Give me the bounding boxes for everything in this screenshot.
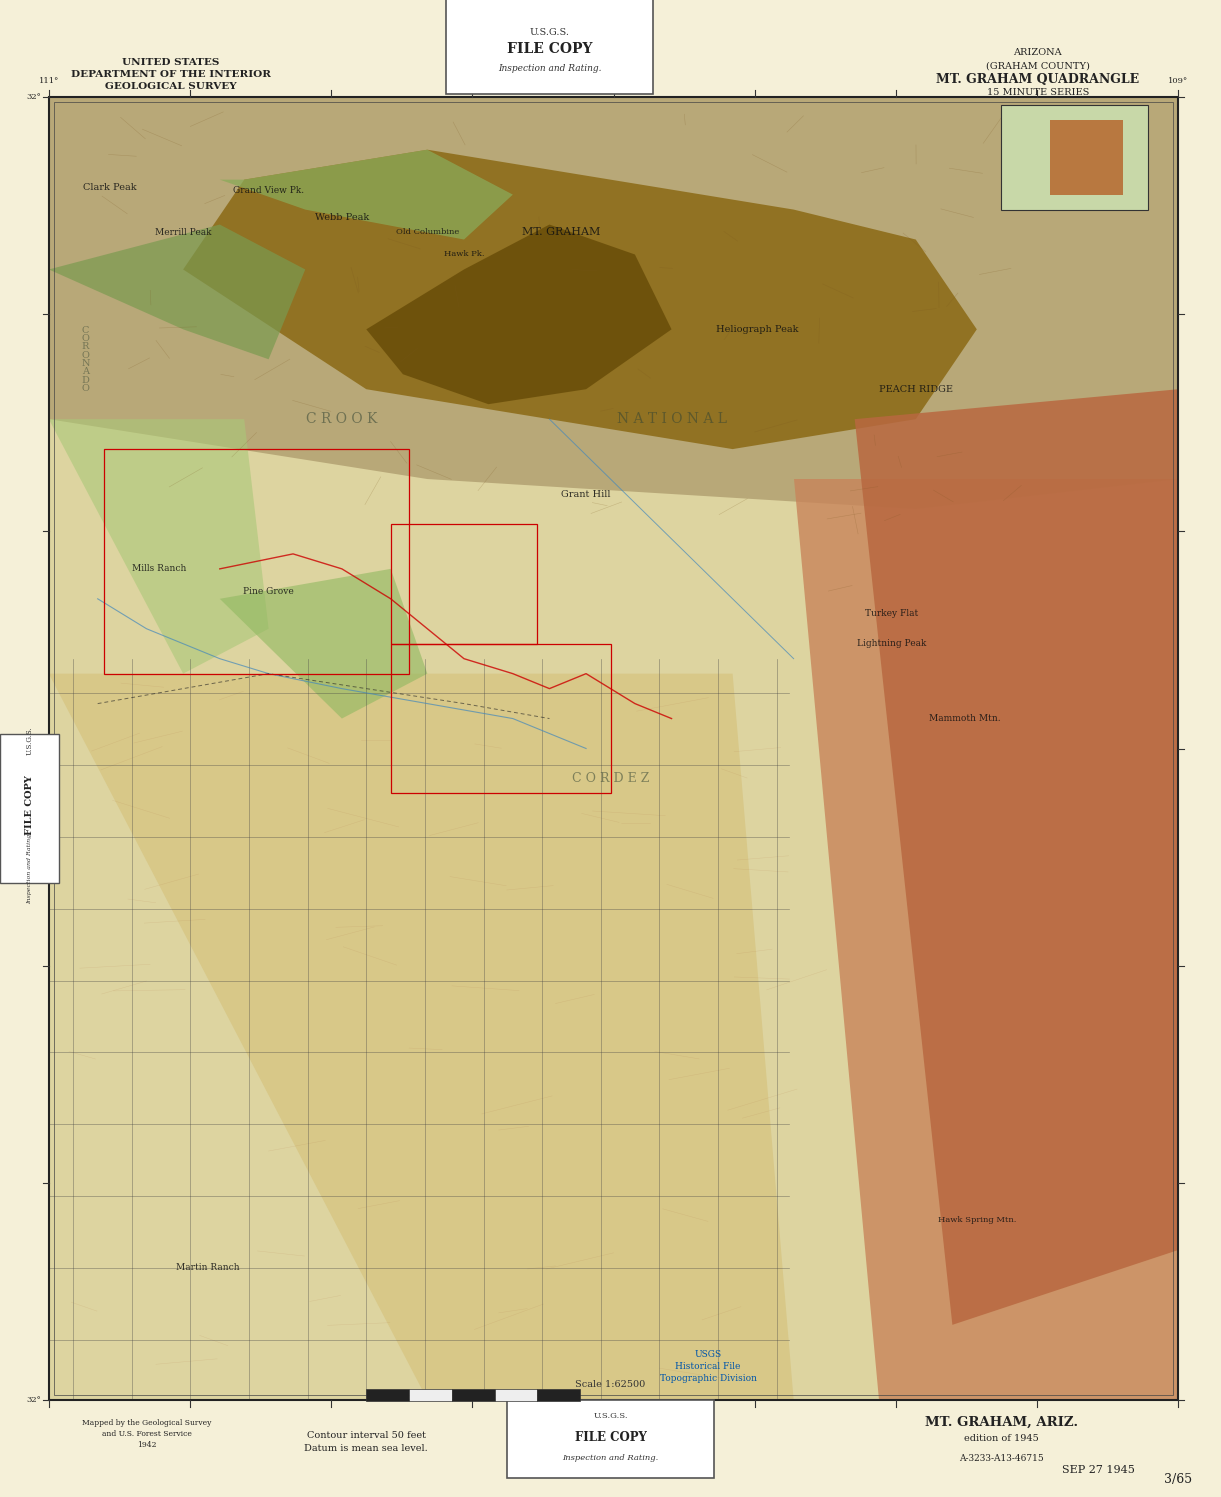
Text: MT. GRAHAM: MT. GRAHAM bbox=[523, 228, 601, 237]
Polygon shape bbox=[366, 225, 672, 404]
Bar bbox=[537, 1389, 580, 1401]
Text: Grand View Pk.: Grand View Pk. bbox=[233, 186, 304, 195]
Text: Lightning Peak: Lightning Peak bbox=[857, 639, 926, 648]
Text: U.S.G.S.: U.S.G.S. bbox=[26, 726, 33, 756]
Text: A-3233-A13-46715: A-3233-A13-46715 bbox=[958, 1454, 1044, 1463]
Text: GEOLOGICAL SURVEY: GEOLOGICAL SURVEY bbox=[105, 82, 237, 91]
Bar bbox=[49, 97, 1178, 1400]
Polygon shape bbox=[49, 674, 794, 1400]
Text: 111°: 111° bbox=[39, 78, 59, 85]
Bar bbox=[1050, 120, 1123, 195]
Text: Old Columbine: Old Columbine bbox=[396, 228, 459, 237]
Bar bbox=[104, 449, 409, 674]
Text: U.S.G.S.: U.S.G.S. bbox=[530, 28, 569, 37]
Polygon shape bbox=[49, 97, 1178, 509]
Text: Scale 1:62500: Scale 1:62500 bbox=[575, 1380, 646, 1389]
Bar bbox=[452, 1389, 495, 1401]
Text: Hawk Pk.: Hawk Pk. bbox=[443, 250, 485, 259]
Text: C R O O K: C R O O K bbox=[306, 412, 377, 427]
Text: Inspection and Rating.: Inspection and Rating. bbox=[27, 832, 32, 904]
Bar bbox=[495, 1389, 537, 1401]
Bar bbox=[1001, 105, 1148, 210]
Bar bbox=[391, 524, 537, 644]
Polygon shape bbox=[220, 569, 427, 719]
Text: FILE COPY: FILE COPY bbox=[507, 42, 592, 57]
Text: Heliograph Peak: Heliograph Peak bbox=[716, 325, 799, 334]
Text: Mammoth Mtn.: Mammoth Mtn. bbox=[929, 714, 1000, 723]
Text: Inspection and Rating.: Inspection and Rating. bbox=[563, 1454, 658, 1463]
Polygon shape bbox=[855, 389, 1178, 1325]
Bar bbox=[409, 1389, 452, 1401]
Text: Merrill Peak: Merrill Peak bbox=[155, 228, 211, 237]
Text: Grant Hill: Grant Hill bbox=[562, 490, 610, 499]
Text: Contour interval 50 feet
Datum is mean sea level.: Contour interval 50 feet Datum is mean s… bbox=[304, 1431, 429, 1452]
Text: edition of 1945: edition of 1945 bbox=[963, 1434, 1039, 1443]
Text: USGS
Historical File
Topographic Division: USGS Historical File Topographic Divisio… bbox=[659, 1350, 757, 1383]
Text: 3/65: 3/65 bbox=[1164, 1473, 1193, 1485]
Polygon shape bbox=[49, 225, 305, 359]
Text: C
O
R
O
N
A
D
O: C O R O N A D O bbox=[82, 326, 89, 392]
Polygon shape bbox=[183, 150, 977, 449]
Text: PEACH RIDGE: PEACH RIDGE bbox=[879, 385, 952, 394]
Text: MT. GRAHAM QUADRANGLE: MT. GRAHAM QUADRANGLE bbox=[937, 73, 1139, 85]
Text: Clark Peak: Clark Peak bbox=[83, 183, 137, 192]
Text: 32°: 32° bbox=[27, 93, 42, 102]
Text: ARIZONA: ARIZONA bbox=[1013, 48, 1062, 57]
Text: C O R D E Z: C O R D E Z bbox=[571, 772, 650, 784]
Text: Mapped by the Geological Survey
and U.S. Forest Service
1942: Mapped by the Geological Survey and U.S.… bbox=[82, 1419, 211, 1449]
Text: N A T I O N A L: N A T I O N A L bbox=[617, 412, 726, 427]
Bar bbox=[391, 644, 610, 793]
Bar bbox=[54, 102, 1173, 1395]
Text: Martin Ranch: Martin Ranch bbox=[176, 1263, 239, 1272]
Text: 32°: 32° bbox=[27, 1395, 42, 1404]
Bar bbox=[366, 1389, 409, 1401]
Text: U.S.G.S.: U.S.G.S. bbox=[593, 1412, 628, 1421]
Text: Pine Grove: Pine Grove bbox=[243, 587, 294, 596]
Text: 109°: 109° bbox=[1168, 78, 1188, 85]
Text: 15 MINUTE SERIES: 15 MINUTE SERIES bbox=[987, 88, 1089, 97]
Polygon shape bbox=[49, 419, 269, 674]
Text: Inspection and Rating.: Inspection and Rating. bbox=[498, 64, 601, 73]
Text: MT. GRAHAM, ARIZ.: MT. GRAHAM, ARIZ. bbox=[924, 1416, 1078, 1428]
Text: SEP 27 1945: SEP 27 1945 bbox=[1062, 1466, 1136, 1475]
Text: Hawk Spring Mtn.: Hawk Spring Mtn. bbox=[938, 1216, 1016, 1225]
Polygon shape bbox=[794, 479, 1178, 1400]
Text: DEPARTMENT OF THE INTERIOR: DEPARTMENT OF THE INTERIOR bbox=[71, 70, 271, 79]
Polygon shape bbox=[220, 150, 513, 240]
Text: FILE COPY: FILE COPY bbox=[24, 775, 34, 835]
Text: Webb Peak: Webb Peak bbox=[315, 213, 369, 222]
Text: (GRAHAM COUNTY): (GRAHAM COUNTY) bbox=[985, 61, 1090, 70]
FancyBboxPatch shape bbox=[0, 734, 59, 883]
FancyBboxPatch shape bbox=[507, 1400, 714, 1478]
Text: Mills Ranch: Mills Ranch bbox=[132, 564, 186, 573]
Bar bbox=[49, 97, 1178, 1400]
Text: UNITED STATES: UNITED STATES bbox=[122, 58, 220, 67]
Text: FILE COPY: FILE COPY bbox=[575, 1431, 646, 1443]
Text: Turkey Flat: Turkey Flat bbox=[864, 609, 918, 618]
FancyBboxPatch shape bbox=[446, 0, 653, 94]
